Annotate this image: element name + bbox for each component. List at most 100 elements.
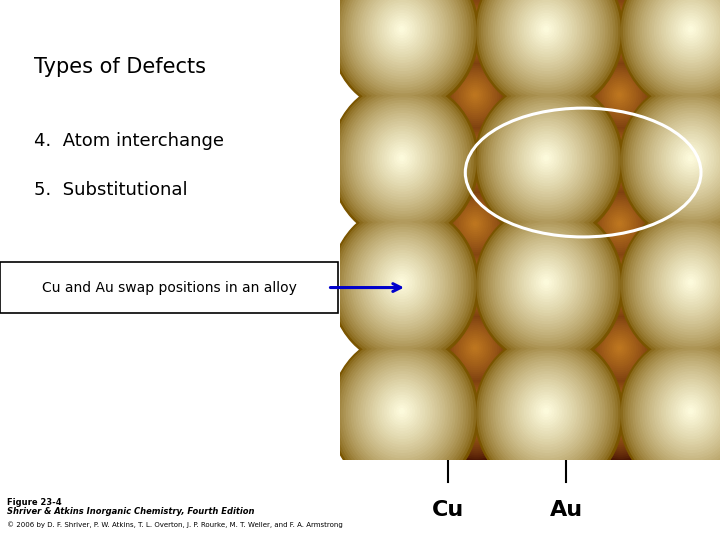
Ellipse shape	[443, 0, 509, 68]
Ellipse shape	[482, 88, 615, 233]
Ellipse shape	[577, 0, 665, 80]
Ellipse shape	[459, 14, 491, 48]
Ellipse shape	[366, 0, 440, 71]
Ellipse shape	[436, 52, 516, 140]
Ellipse shape	[579, 179, 663, 272]
Ellipse shape	[614, 342, 625, 354]
Ellipse shape	[647, 0, 720, 79]
Ellipse shape	[446, 316, 505, 382]
Ellipse shape	[438, 183, 515, 267]
Ellipse shape	[333, 207, 476, 363]
Ellipse shape	[330, 0, 479, 113]
Ellipse shape	[361, 367, 445, 458]
Ellipse shape	[652, 369, 720, 455]
Ellipse shape	[491, 222, 605, 346]
Ellipse shape	[642, 0, 720, 84]
Ellipse shape	[598, 259, 643, 309]
Ellipse shape	[472, 156, 479, 163]
Ellipse shape	[438, 242, 515, 327]
Ellipse shape	[645, 233, 720, 335]
Ellipse shape	[520, 253, 574, 313]
Ellipse shape	[359, 111, 447, 207]
Ellipse shape	[434, 303, 518, 396]
Ellipse shape	[472, 91, 479, 99]
Ellipse shape	[498, 0, 597, 84]
Ellipse shape	[652, 116, 720, 202]
Ellipse shape	[392, 401, 412, 422]
Ellipse shape	[446, 192, 505, 258]
Ellipse shape	[631, 93, 720, 227]
Ellipse shape	[600, 203, 639, 245]
Ellipse shape	[606, 144, 634, 175]
Ellipse shape	[472, 408, 479, 416]
Ellipse shape	[387, 395, 417, 428]
Ellipse shape	[613, 152, 626, 167]
Ellipse shape	[678, 145, 703, 172]
Ellipse shape	[654, 0, 720, 71]
Ellipse shape	[337, 212, 470, 357]
Ellipse shape	[604, 14, 636, 48]
Ellipse shape	[384, 264, 419, 301]
Ellipse shape	[508, 240, 587, 326]
Ellipse shape	[454, 201, 497, 247]
Ellipse shape	[517, 0, 577, 62]
Ellipse shape	[529, 264, 564, 301]
Ellipse shape	[342, 217, 465, 352]
Ellipse shape	[541, 406, 552, 416]
Ellipse shape	[349, 354, 458, 472]
Ellipse shape	[671, 261, 711, 304]
Ellipse shape	[335, 339, 473, 489]
Ellipse shape	[590, 316, 650, 382]
Ellipse shape	[603, 140, 637, 179]
Ellipse shape	[346, 98, 460, 221]
Ellipse shape	[473, 222, 477, 226]
Ellipse shape	[439, 120, 513, 201]
Ellipse shape	[473, 29, 477, 32]
Ellipse shape	[582, 118, 660, 203]
Ellipse shape	[438, 118, 515, 203]
Ellipse shape	[451, 257, 500, 311]
Ellipse shape	[614, 278, 625, 289]
Ellipse shape	[595, 257, 644, 311]
Ellipse shape	[584, 244, 657, 325]
Ellipse shape	[604, 266, 636, 301]
Ellipse shape	[527, 8, 567, 51]
Ellipse shape	[443, 59, 509, 132]
Ellipse shape	[472, 280, 479, 287]
Ellipse shape	[633, 96, 720, 224]
Ellipse shape	[375, 1, 430, 59]
Ellipse shape	[495, 227, 600, 340]
Ellipse shape	[493, 100, 602, 219]
Ellipse shape	[434, 0, 518, 78]
Ellipse shape	[585, 246, 655, 323]
Ellipse shape	[433, 113, 521, 210]
Ellipse shape	[468, 276, 482, 292]
Ellipse shape	[448, 253, 504, 315]
Ellipse shape	[465, 336, 486, 360]
Ellipse shape	[377, 3, 427, 57]
Ellipse shape	[681, 401, 701, 422]
Ellipse shape	[638, 354, 720, 472]
Ellipse shape	[621, 207, 720, 363]
Ellipse shape	[598, 199, 643, 249]
Ellipse shape	[599, 72, 641, 119]
Ellipse shape	[400, 156, 404, 161]
Ellipse shape	[458, 394, 493, 432]
Ellipse shape	[482, 341, 615, 486]
Text: © 2006 by D. F. Shriver, P. W. Atkins, T. L. Overton, J. P. Rourke, M. T. Weller: © 2006 by D. F. Shriver, P. W. Atkins, T…	[6, 522, 343, 528]
Ellipse shape	[624, 85, 720, 235]
Ellipse shape	[449, 320, 502, 377]
Ellipse shape	[635, 222, 720, 346]
Ellipse shape	[611, 403, 629, 422]
Ellipse shape	[368, 246, 437, 321]
Ellipse shape	[614, 25, 625, 36]
Ellipse shape	[611, 21, 629, 40]
Ellipse shape	[342, 93, 465, 227]
Ellipse shape	[534, 398, 559, 425]
Ellipse shape	[513, 122, 582, 197]
Ellipse shape	[584, 120, 657, 201]
Ellipse shape	[531, 395, 562, 428]
Ellipse shape	[685, 24, 696, 35]
Ellipse shape	[356, 0, 450, 82]
Ellipse shape	[446, 252, 505, 317]
